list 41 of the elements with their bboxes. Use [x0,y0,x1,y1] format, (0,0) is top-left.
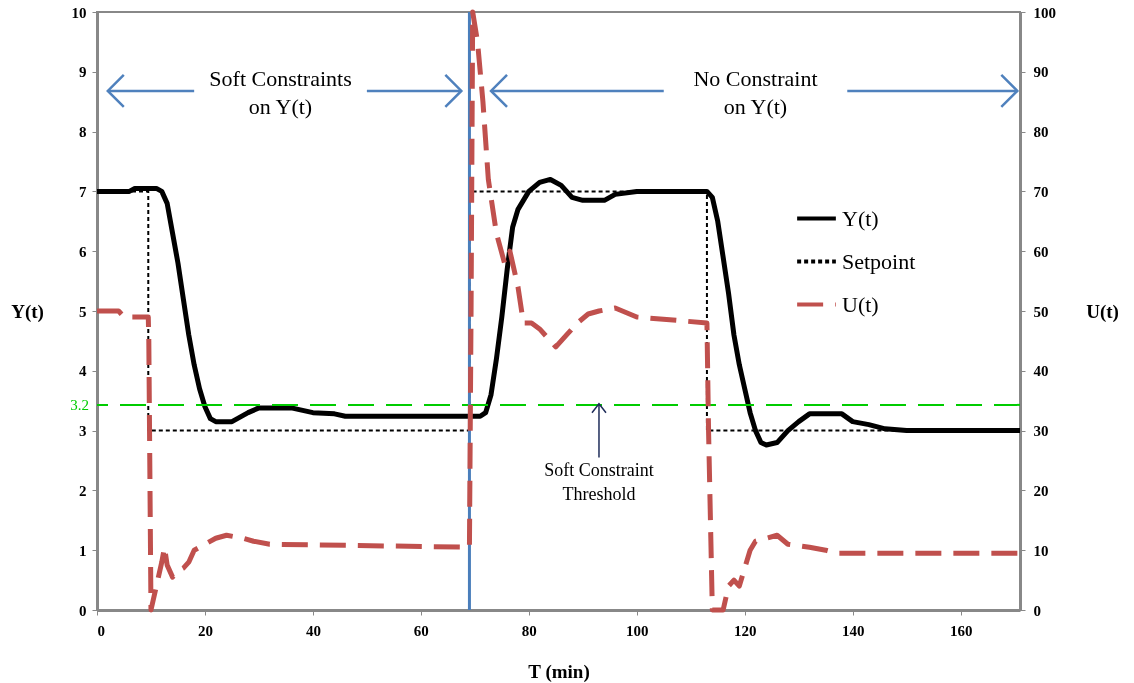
x-tick-label: 160 [949,622,973,639]
y2-axis-title: U(t) [1086,300,1119,323]
y-axis-title: Y(t) [11,300,44,323]
y2-tick-label: 20 [1033,482,1049,499]
x-tick-label: 0 [97,622,105,639]
y-tick-label: 7 [79,183,87,200]
annotation: Soft Constraint Threshold [544,459,654,504]
y2-tick-label: 0 [1033,602,1041,619]
x-axis-title: T (min) [528,660,590,683]
y2-tick-label: 30 [1033,423,1049,440]
legend-label: U(t) [842,291,879,317]
x-tick-label: 100 [626,622,649,639]
y-tick-label: 8 [79,124,87,141]
y-tick-label: 3 [79,423,87,440]
legend-label: Y(t) [842,205,879,231]
y-tick-label: 9 [79,64,87,81]
y2-tick-label: 70 [1033,183,1049,200]
y-tick-label: 0 [79,602,87,619]
x-tick-label: 60 [413,622,429,639]
y2-tick-label: 40 [1033,363,1049,380]
x-tick-label: 140 [841,622,865,639]
y-tick-label: 4 [79,363,87,380]
y-tick-label: 1 [79,542,87,559]
y2-tick-label: 60 [1033,243,1049,260]
y-tick-label: 6 [79,243,87,260]
y2-tick-label: 10 [1033,542,1049,559]
y2-tick-label: 80 [1033,124,1049,141]
y2-tick-label: 100 [1033,4,1056,21]
annotation: Soft Constraints on Y(t) [209,65,352,119]
legend-label: Setpoint [842,248,916,274]
y2-tick-label: 50 [1033,303,1049,320]
x-tick-label: 20 [197,622,213,639]
y-tick-label: 5 [79,303,87,320]
x-tick-label: 80 [521,622,537,639]
y-tick-label: 2 [79,482,87,499]
x-tick-label: 40 [305,622,321,639]
text: 3.2 [70,396,89,413]
annotation: No Constraint on Y(t) [693,65,818,119]
x-tick-label: 120 [733,622,757,639]
y2-tick-label: 90 [1033,64,1049,81]
y-tick-label: 10 [71,4,87,21]
